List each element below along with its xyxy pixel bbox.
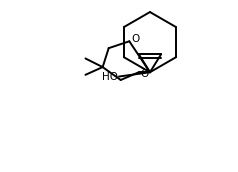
Text: O: O: [140, 69, 149, 79]
Text: HO: HO: [102, 72, 118, 82]
Text: O: O: [131, 34, 139, 44]
